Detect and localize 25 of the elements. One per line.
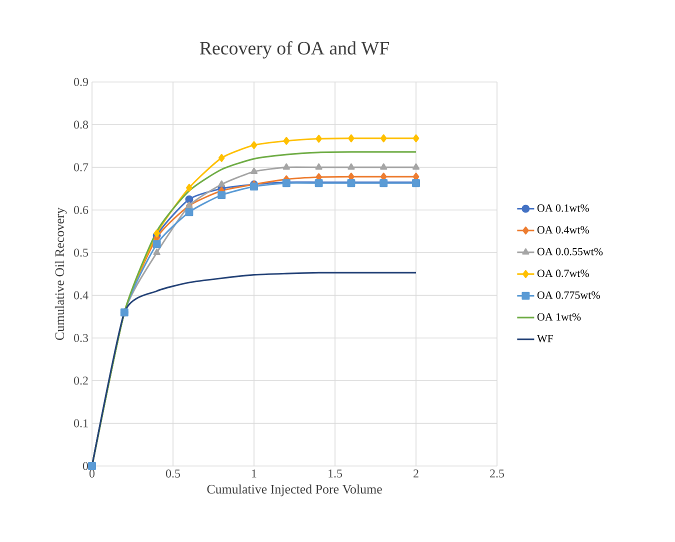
y-tick-label: 0.7 bbox=[74, 163, 88, 172]
x-tick-label: 2 bbox=[414, 470, 418, 478]
x-tick-label: 1.5 bbox=[328, 470, 342, 478]
legend-label: OA 0.1wt% bbox=[537, 204, 589, 212]
y-tick-label: 0.5 bbox=[74, 248, 88, 257]
x-axis-title: Cumulative Injected Pore Volume bbox=[207, 484, 382, 496]
y-tick-label: 0 bbox=[82, 462, 88, 470]
legend-label: OA 0.4wt% bbox=[537, 226, 589, 234]
x-tick-label: 1 bbox=[252, 470, 256, 478]
legend-label: OA 1wt% bbox=[537, 313, 581, 321]
legend-label: OA 0.775wt% bbox=[537, 291, 600, 299]
legend-label: OA 0.0.55wt% bbox=[537, 248, 603, 256]
y-tick-label: 0.9 bbox=[74, 78, 88, 86]
y-tick-label: 0.3 bbox=[74, 334, 88, 342]
chart-title: Recovery of OA and WF bbox=[200, 41, 389, 58]
y-tick-label: 0.8 bbox=[74, 120, 88, 129]
y-tick-label: 0.4 bbox=[74, 291, 88, 300]
y-axis-title: Cumulative Oil Recovery bbox=[54, 207, 67, 340]
y-tick-label: 0.6 bbox=[74, 206, 88, 214]
y-tick-label: 0.1 bbox=[74, 419, 88, 428]
y-tick-label: 0.2 bbox=[74, 376, 88, 385]
x-tick-label: 2.5 bbox=[490, 470, 504, 478]
legend-label: WF bbox=[537, 334, 554, 342]
x-tick-label: 0.5 bbox=[166, 470, 180, 478]
legend-label: OA 0.7wt% bbox=[537, 270, 589, 278]
